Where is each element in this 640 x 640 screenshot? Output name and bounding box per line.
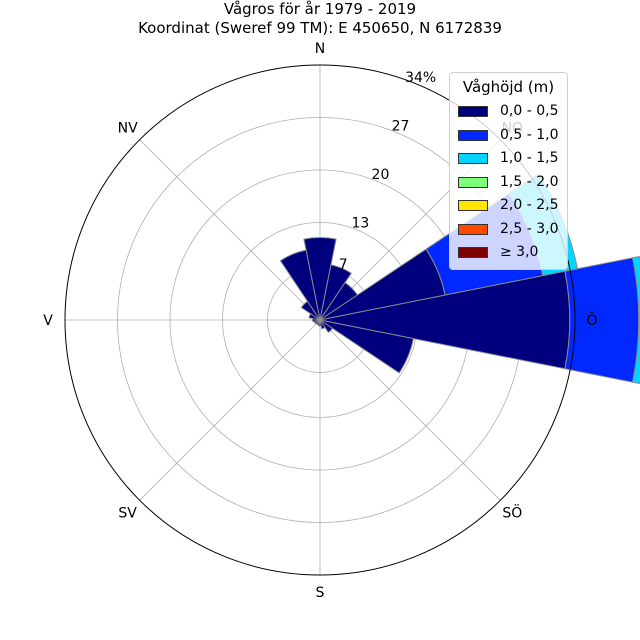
direction-label: NV	[118, 121, 138, 137]
legend-label: 2,0 - 2,5	[500, 197, 559, 213]
wedge-bar	[632, 255, 640, 385]
legend-swatch	[458, 153, 488, 164]
legend-swatch	[458, 247, 488, 258]
wedge-bar	[564, 257, 640, 383]
legend-swatch	[458, 106, 488, 117]
direction-label: S	[316, 585, 325, 601]
grid-spoke	[319, 319, 501, 501]
wedge-bar	[279, 249, 321, 321]
legend-title: Våghöjd (m)	[462, 78, 555, 96]
legend: Våghöjd (m) 0,0 - 0,5 0,5 - 1,0 1,0 - 1,5 1…	[449, 72, 568, 270]
radial-tick-label: 7	[339, 257, 348, 273]
grid-spoke	[139, 319, 321, 501]
legend-swatch	[458, 223, 488, 235]
legend-swatch	[458, 200, 488, 211]
legend-label: 1,0 - 1,5	[500, 150, 559, 166]
legend-label: 0,5 - 1,0	[500, 126, 559, 143]
chart-title: Vågros för år 1979 - 2019	[223, 0, 417, 18]
grid-spoke	[139, 139, 321, 321]
legend-label: 0,0 - 0,5	[500, 103, 559, 119]
legend-label: 1,5 - 2,0	[500, 173, 559, 190]
legend-label: ≥ 3,0	[500, 244, 539, 260]
wedge-bar	[319, 319, 415, 374]
outer-circle	[64, 64, 576, 576]
direction-label: SÖ	[502, 503, 522, 521]
wedge-bar	[319, 264, 352, 321]
radial-tick-label: 27	[392, 119, 410, 135]
wedge-bar	[303, 237, 337, 321]
chart-subtitle: Koordinat (Sweref 99 TM): E 450650, N 61…	[138, 19, 502, 37]
legend-swatch	[458, 129, 488, 141]
wedge-bar	[319, 319, 334, 334]
legend-label: 2,5 - 3,0	[500, 220, 559, 237]
direction-label: N	[315, 41, 325, 57]
direction-label: Ö	[586, 311, 597, 329]
radial-tick-label: 13	[351, 216, 369, 232]
radial-tick-label: 20	[372, 167, 390, 183]
legend-swatch	[458, 176, 488, 188]
direction-label: V	[43, 313, 53, 329]
radial-tick-label: 34%	[405, 70, 436, 86]
wedge-bar	[319, 319, 326, 330]
direction-label: SV	[118, 505, 137, 521]
